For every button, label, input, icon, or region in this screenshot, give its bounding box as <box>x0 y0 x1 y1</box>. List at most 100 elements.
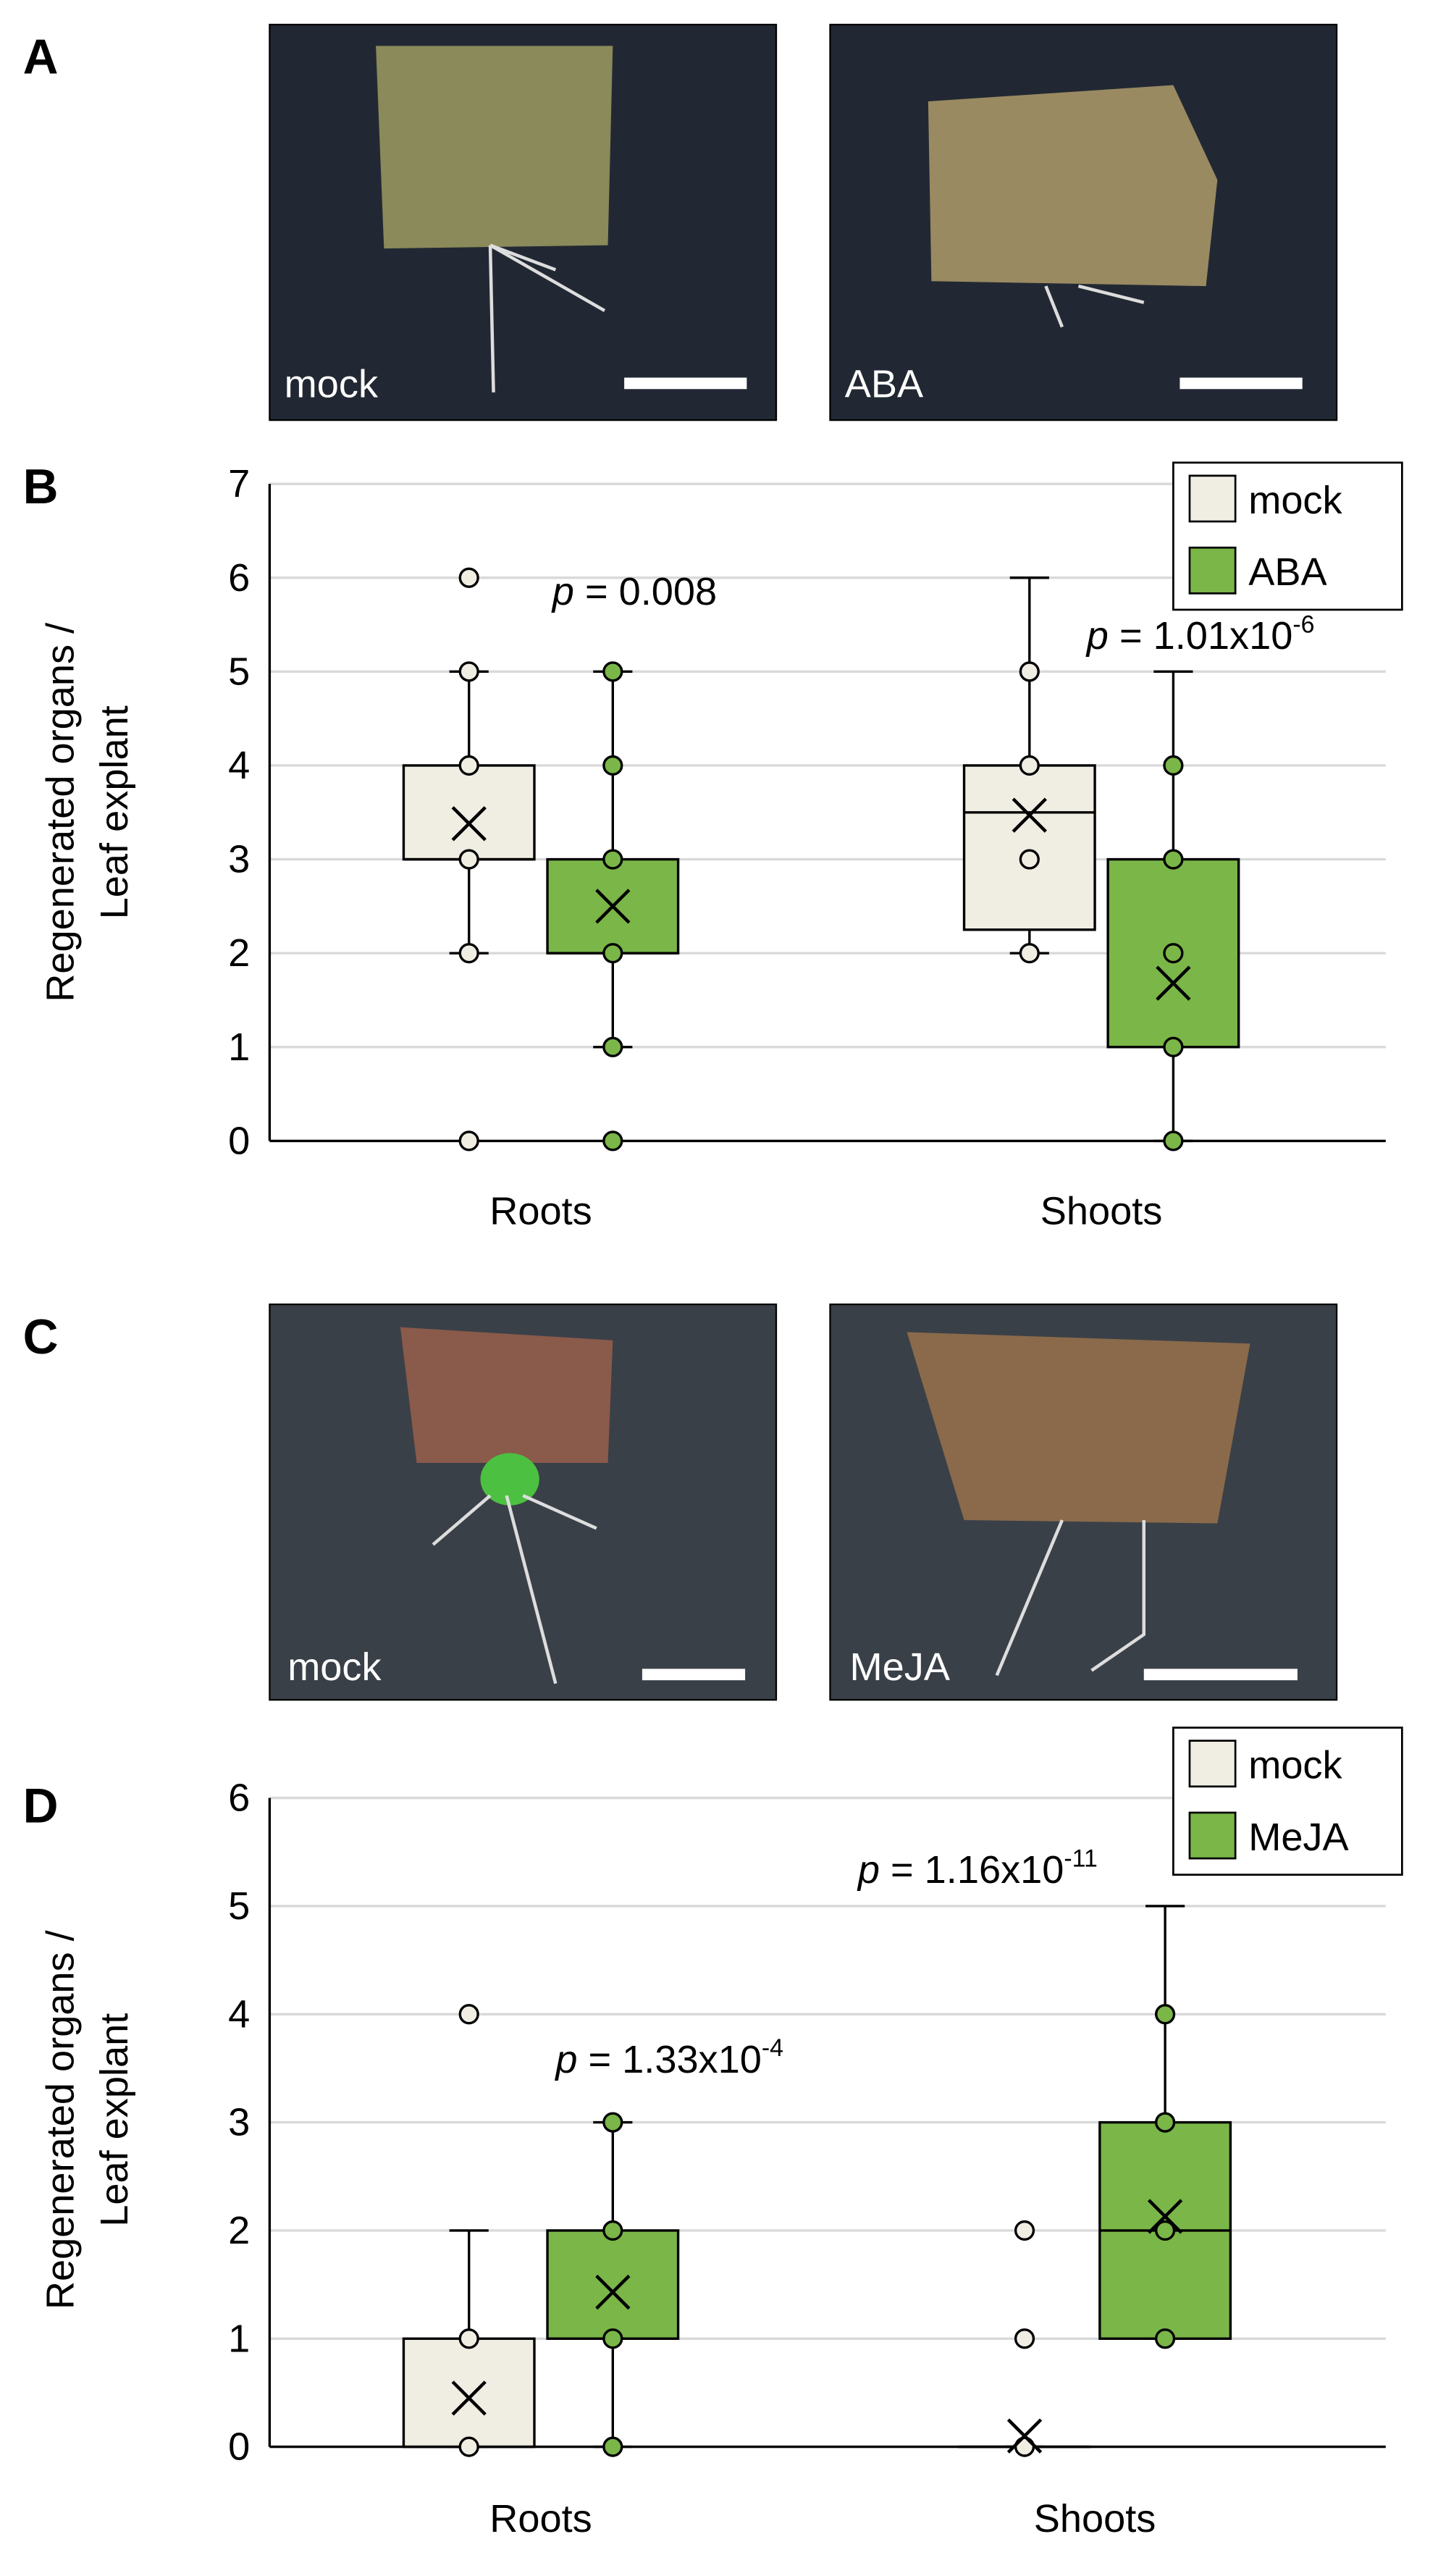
p-value: p = 1.33x10-4 <box>554 2034 783 2081</box>
panel-letter: D <box>23 1779 59 1833</box>
x-tick-label: Shoots <box>1034 2497 1156 2541</box>
panel-letter: A <box>23 30 59 85</box>
p-exponent: -4 <box>762 2034 783 2062</box>
p-value: p = 1.16x10-11 <box>857 1845 1098 1892</box>
data-point <box>1163 1130 1184 1151</box>
legend-swatch <box>1188 1740 1237 1788</box>
data-point <box>1155 2220 1176 2241</box>
p-value: p = 0.008 <box>551 570 717 613</box>
mean-marker <box>451 2380 487 2416</box>
y-tick-label: 3 <box>228 838 250 881</box>
y-tick-label: 7 <box>228 462 250 505</box>
y-tick-label: 3 <box>228 2101 250 2144</box>
data-point <box>458 2328 479 2349</box>
data-point <box>1163 943 1184 964</box>
data-point <box>602 2328 623 2349</box>
box <box>402 764 536 861</box>
y-tick-label: 4 <box>228 744 250 787</box>
mean-marker <box>1156 965 1191 1001</box>
mean-marker <box>1006 2418 1043 2454</box>
p-value: p = 1.01x10-6 <box>1085 611 1315 658</box>
y-tick-label: 5 <box>228 1884 250 1928</box>
photo: MeJA <box>829 1303 1338 1701</box>
y-axis-label: Regenerated organs / <box>39 1929 83 2309</box>
data-point <box>1019 943 1040 964</box>
legend-swatch <box>1188 1811 1237 1860</box>
y-tick-label: 2 <box>228 931 250 975</box>
photo-label: ABA <box>845 363 924 406</box>
box <box>402 2337 536 2449</box>
p-exponent: -6 <box>1292 611 1314 639</box>
data-point <box>458 755 479 776</box>
panel-letter: B <box>23 460 59 514</box>
photo-label: mock <box>285 363 379 406</box>
box <box>962 764 1096 931</box>
y-tick-label: 1 <box>228 1025 250 1069</box>
p-symbol: p <box>857 1848 880 1892</box>
data-point <box>1163 849 1184 870</box>
data-point <box>602 1130 623 1151</box>
x-tick-label: Shoots <box>1040 1189 1163 1233</box>
mean-marker <box>595 2274 631 2310</box>
data-point <box>1019 661 1040 682</box>
photo-label: mock <box>287 1645 382 1689</box>
x-tick-label: Roots <box>489 1189 592 1233</box>
data-point <box>1019 849 1040 870</box>
y-tick-label: 4 <box>228 1992 250 2036</box>
data-point <box>458 567 479 588</box>
data-point <box>458 661 479 682</box>
p-symbol: p <box>554 2038 577 2081</box>
data-point <box>602 755 623 776</box>
data-point <box>1155 2112 1176 2133</box>
data-point <box>602 661 623 682</box>
p-text: = 1.01x10 <box>1109 614 1292 658</box>
data-point <box>1014 2328 1035 2349</box>
p-exponent: -11 <box>1064 1845 1097 1872</box>
data-point <box>602 1036 623 1057</box>
y-tick-label: 0 <box>228 2425 250 2469</box>
mean-marker <box>595 889 631 924</box>
data-point <box>1155 2328 1176 2349</box>
data-point <box>458 943 479 964</box>
p-text: = 1.16x10 <box>880 1848 1064 1892</box>
p-symbol: p <box>551 570 574 613</box>
data-point <box>458 1130 479 1151</box>
data-point <box>602 849 623 870</box>
data-point <box>458 2436 479 2457</box>
y-tick-label: 6 <box>228 1776 250 1820</box>
photo: mock <box>269 1303 778 1701</box>
data-point <box>458 849 479 870</box>
y-tick-label: 2 <box>228 2209 250 2252</box>
legend-label: ABA <box>1248 550 1327 594</box>
data-point <box>602 2112 623 2133</box>
photo: mock <box>269 23 778 421</box>
y-tick-label: 6 <box>228 556 250 600</box>
p-text: = 0.008 <box>574 570 717 613</box>
data-point <box>1163 1036 1184 1057</box>
y-axis-label: Leaf explant <box>93 2013 136 2227</box>
data-point <box>602 943 623 964</box>
legend-label: mock <box>1248 1744 1342 1787</box>
y-tick-label: 0 <box>228 1119 250 1162</box>
legend-label: MeJA <box>1248 1816 1349 1859</box>
y-tick-label: 5 <box>228 650 250 693</box>
legend-swatch <box>1188 546 1237 595</box>
data-point <box>602 2436 623 2457</box>
legend-label: mock <box>1248 479 1342 522</box>
y-axis-label: Regenerated organs / <box>39 622 83 1002</box>
mean-marker <box>451 806 487 842</box>
photo-label: MeJA <box>850 1645 951 1689</box>
mean-marker <box>1147 2199 1183 2234</box>
legend-swatch <box>1188 474 1237 523</box>
p-symbol: p <box>1085 614 1109 658</box>
data-point <box>1163 755 1184 776</box>
box <box>546 2229 680 2340</box>
data-point <box>458 2004 479 2025</box>
data-point <box>1014 2220 1035 2241</box>
panel-letter: C <box>23 1310 59 1364</box>
y-axis-label: Leaf explant <box>93 705 136 919</box>
photo: ABA <box>829 23 1338 421</box>
data-point <box>602 2220 623 2241</box>
data-point <box>1155 2004 1176 2025</box>
